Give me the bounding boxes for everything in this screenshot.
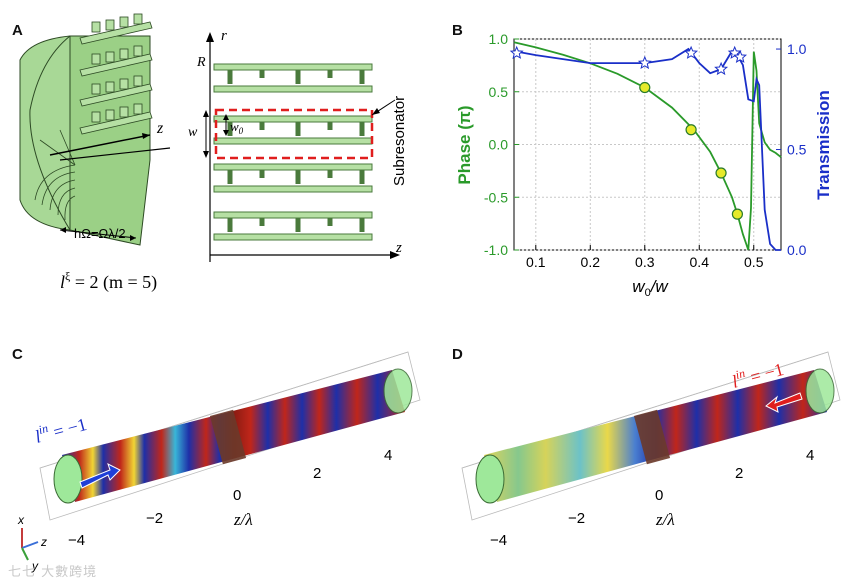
cylinder-c-endcap-left bbox=[53, 454, 83, 504]
x-tick-label: 0.2 bbox=[581, 254, 601, 270]
y-left-tick-label: 1.0 bbox=[489, 31, 509, 47]
svg-text:−2: −2 bbox=[146, 510, 163, 527]
y-left-tick-label: -1.0 bbox=[484, 242, 508, 258]
svg-text:4: 4 bbox=[384, 447, 392, 464]
panel-label-d: D bbox=[452, 346, 463, 363]
svg-text:lξ = 2 (m = 5): lξ = 2 (m = 5) bbox=[60, 269, 157, 293]
cylinder-c bbox=[53, 368, 413, 504]
panel-label-b: B bbox=[452, 22, 463, 39]
svg-text:4: 4 bbox=[806, 447, 814, 464]
gridlines bbox=[514, 38, 781, 251]
panel-d-axis-label: z/λ bbox=[655, 510, 675, 529]
ylabel-left: Phase (π) bbox=[455, 105, 474, 184]
x-tick-label: 0.3 bbox=[635, 254, 655, 270]
cylinder-d bbox=[475, 368, 835, 504]
y-left-tick-label: -0.5 bbox=[484, 189, 508, 205]
label-w: w bbox=[188, 125, 198, 140]
y-right-tick-label: 0.0 bbox=[787, 242, 807, 258]
resonator-3d bbox=[19, 13, 171, 246]
subresonator-box bbox=[214, 108, 374, 160]
xlabel: w0/w bbox=[632, 277, 669, 299]
axis-r-label: r bbox=[221, 28, 227, 44]
transmission-marker bbox=[509, 45, 524, 59]
z-axis-line bbox=[49, 134, 151, 156]
l-xi-label: lξ = 2 (m = 5) bbox=[60, 269, 157, 293]
panel-c-ticks: −4 −2 0 2 4 bbox=[68, 447, 392, 549]
svg-text:−2: −2 bbox=[568, 510, 585, 527]
arrow-c bbox=[79, 463, 121, 489]
ylabel-right: Transmission bbox=[814, 90, 833, 200]
svg-text:y: y bbox=[31, 559, 39, 573]
x-tick-label: 0.5 bbox=[744, 254, 764, 270]
transmission-marker bbox=[684, 45, 699, 59]
series-line-transmission bbox=[513, 47, 781, 251]
svg-text:−4: −4 bbox=[68, 532, 85, 549]
watermark: 七七 大數跨境 bbox=[8, 565, 98, 580]
cylinder-c-endcap-right bbox=[383, 368, 413, 414]
cylinder-d-endcap-right bbox=[805, 368, 835, 414]
phase-marker bbox=[715, 167, 727, 179]
panel-label-c: C bbox=[12, 346, 23, 363]
axis-z2-label: z bbox=[395, 240, 402, 256]
label-w0: w0 bbox=[230, 119, 244, 136]
transmission-marker bbox=[714, 61, 729, 76]
svg-text:2: 2 bbox=[735, 465, 743, 482]
y-right-tick-label: 0.5 bbox=[787, 142, 807, 158]
transmission-marker bbox=[637, 55, 652, 70]
svg-text:z: z bbox=[40, 535, 47, 549]
svg-text:x: x bbox=[17, 513, 25, 527]
label-R: R bbox=[196, 55, 206, 70]
y-right-tick-label: 1.0 bbox=[787, 41, 807, 57]
svg-text:0: 0 bbox=[233, 487, 241, 504]
x-tick-label: 0.1 bbox=[526, 254, 546, 270]
axis-z-label: z bbox=[156, 120, 164, 137]
x-tick-label: 0.4 bbox=[690, 254, 710, 270]
panel-label-a: A bbox=[12, 22, 23, 39]
height-label: hΩ=Ωλ/2 bbox=[74, 226, 126, 241]
transmission-marker bbox=[733, 49, 748, 63]
cylinder-d-endcap-left bbox=[475, 454, 505, 504]
y-left-tick-label: 0.0 bbox=[489, 137, 509, 153]
subresonator-label: Subresonator bbox=[391, 96, 408, 186]
panel-c-axis-label: z/λ bbox=[233, 510, 253, 529]
y-left-tick-label: 0.5 bbox=[489, 84, 509, 100]
panel-d-ticks: −4 −2 0 2 4 bbox=[490, 447, 814, 549]
axis-triad: x z y bbox=[17, 513, 47, 573]
schematic bbox=[203, 32, 400, 262]
svg-text:0: 0 bbox=[655, 487, 663, 504]
arrow-d bbox=[765, 392, 803, 413]
phase-marker bbox=[731, 208, 744, 220]
svg-text:2: 2 bbox=[313, 465, 321, 482]
svg-text:−4: −4 bbox=[490, 532, 507, 549]
phase-marker bbox=[685, 124, 697, 136]
phase-marker bbox=[639, 81, 651, 94]
